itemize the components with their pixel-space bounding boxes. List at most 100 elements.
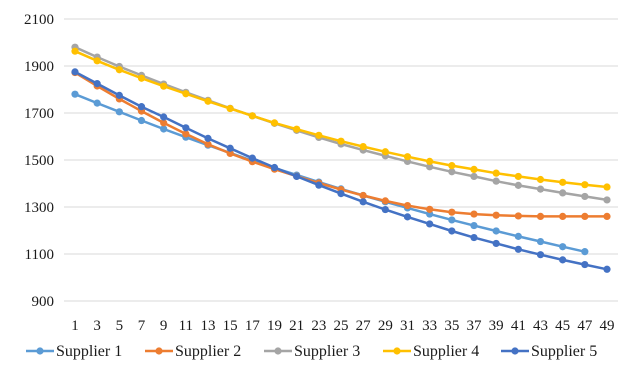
legend-item: Supplier 4 [383,343,479,360]
data-point [337,137,345,145]
data-point [137,74,146,82]
data-point [448,162,456,170]
x-tick-label: 11 [179,318,193,334]
data-point [536,237,545,246]
data-point [182,130,190,138]
x-tick-label: 29 [378,318,393,334]
data-point [426,205,434,213]
data-point [448,208,456,216]
data-point [137,103,146,111]
data-point [403,153,412,161]
grid-lines [64,18,618,302]
x-tick-label: 21 [289,318,304,334]
data-point [470,221,478,230]
data-point [115,108,123,116]
data-point [359,191,367,200]
data-point [514,245,522,253]
data-point [559,189,567,197]
y-tick-label: 1700 [24,106,54,122]
x-tick-label: 49 [600,318,615,334]
legend-marker [155,347,163,355]
data-point [293,172,301,181]
legend-marker [274,347,282,355]
x-tick-label: 13 [201,318,216,334]
data-point [581,212,589,220]
legend-label: Supplier 2 [175,343,241,360]
y-tick-label: 1500 [24,153,54,169]
data-point [226,149,234,158]
data-point [581,248,589,256]
data-point [115,91,123,99]
data-point [559,178,567,186]
data-point [559,243,567,251]
legend-label: Supplier 4 [413,343,479,360]
data-point [470,165,478,173]
data-point [293,125,301,133]
x-tick-label: 37 [467,318,483,334]
x-tick-label: 31 [400,318,415,334]
data-point [448,227,456,235]
data-point [270,163,279,172]
legend-marker [393,347,401,355]
legend-label: Supplier 5 [531,343,597,360]
data-point [381,197,389,205]
data-point [581,181,589,189]
legend-label: Supplier 3 [294,343,360,360]
series-5 [71,68,611,273]
data-point [182,124,190,132]
data-point [492,169,500,177]
data-point [470,210,478,218]
x-tick-label: 7 [138,318,146,334]
data-point [248,112,256,120]
data-point [536,175,545,184]
data-point [115,66,123,74]
data-point [514,232,522,240]
data-point [226,104,234,113]
data-point [160,125,168,133]
series-lines [71,43,611,273]
data-point [359,198,367,206]
y-axis-tick-labels: 900 1100 1300 1500 1700 1900 2100 [24,12,54,310]
data-point [403,213,412,221]
x-tick-label: 19 [267,318,282,334]
data-point [603,212,611,220]
data-point [93,57,101,65]
data-point [470,233,478,242]
legend-item: Supplier 1 [26,343,122,360]
data-point [536,251,545,259]
legend: Supplier 1 Supplier 2 Supplier 3 Supplier 4… [26,343,597,360]
data-point [270,119,279,127]
data-point [426,163,434,171]
data-point [514,181,522,189]
legend-label: Supplier 1 [56,343,122,360]
legend-item: Supplier 3 [264,343,360,360]
data-point [536,185,545,193]
data-point [514,212,522,220]
x-axis-tick-labels: 1 3 5 7 9 11 13 15 17 19 21 23 25 27 29 31 33 35 37 39 41 43 4… [71,318,614,334]
data-point [337,190,345,198]
x-tick-label: 17 [245,318,261,334]
data-point [315,181,323,189]
legend-marker [36,347,44,355]
data-point [381,148,389,156]
data-point [536,212,545,220]
series-line [74,93,586,253]
series-4 [71,47,611,191]
x-tick-label: 15 [223,318,238,334]
data-point [603,265,611,273]
x-tick-label: 25 [334,318,349,334]
data-point [93,99,101,107]
data-point [93,80,101,88]
data-point [359,143,367,151]
x-tick-label: 47 [577,318,593,334]
data-point [581,260,589,269]
data-point [315,131,323,139]
data-point [403,201,412,210]
data-point [581,192,589,201]
data-point [603,183,611,191]
data-point [426,220,434,228]
data-point [559,212,567,220]
data-point [204,140,212,148]
